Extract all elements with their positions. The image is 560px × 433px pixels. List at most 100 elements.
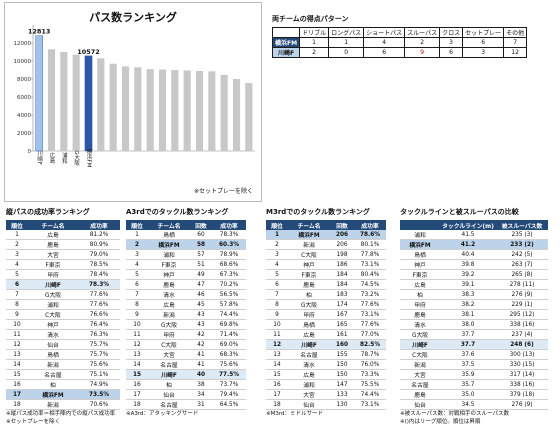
table-cell: 6: [6, 279, 28, 291]
table-col-header: 成功率: [212, 220, 246, 230]
table-row: 12 C大阪 42 69.0%: [126, 339, 246, 351]
table-cell: 15: [126, 369, 148, 381]
table-cell: 16: [266, 379, 288, 391]
table-cell: 68.6%: [212, 259, 246, 271]
table-cell: 46: [190, 289, 212, 301]
table-row: 9 甲府 167 73.1%: [266, 309, 386, 321]
bar-16: [220, 74, 228, 151]
table-cell: 2: [266, 239, 288, 251]
table-col-header: 順位: [126, 220, 148, 230]
pattern-col-header: ショートパス: [363, 27, 406, 38]
bar-9: [134, 67, 142, 151]
table-row: 名古屋 35.7 338 (16): [400, 379, 548, 391]
table-cell: 仙台: [288, 399, 330, 411]
table-cell: 18: [266, 399, 288, 411]
table-cell: 35.9: [440, 369, 496, 381]
table-cell: 7: [266, 289, 288, 301]
table-row: 1 横浜FM 206 78.6%: [266, 230, 386, 241]
table-row: 11 清水 76.3%: [6, 329, 120, 341]
table-cell: 81.2%: [78, 230, 120, 241]
table-cell: 9: [126, 309, 148, 321]
table-row: 15 名古屋 75.1%: [6, 369, 120, 381]
table-cell: 74.9%: [78, 379, 120, 391]
table-cell: 248 (6): [496, 339, 548, 351]
pattern-cell: 12: [503, 47, 528, 58]
table-cell: 2: [6, 239, 28, 251]
table-cell: 清水: [28, 329, 78, 341]
table-cell: 大宮: [148, 349, 190, 361]
table-cell: 73.7%: [212, 379, 246, 391]
table-cell: 鹿島: [400, 309, 440, 321]
table-cell: 49: [190, 269, 212, 281]
table-cell: 37.5: [440, 359, 496, 371]
table-col-header: チーム名: [288, 220, 330, 230]
table-cell: 10: [266, 319, 288, 331]
table-cell: 73.3%: [354, 369, 386, 381]
table-row: 新潟 37.5 330 (15): [400, 359, 548, 371]
table-col-header: 回数: [330, 220, 354, 230]
table-row: 9 C大阪 76.6%: [6, 309, 120, 321]
pattern-row: 横浜FM 1 1 4 2 3 6 7: [271, 37, 528, 48]
table-cell: 清水: [400, 319, 440, 331]
table-cell: 甲府: [148, 329, 190, 341]
table-cell: 浦和: [288, 379, 330, 391]
table-cell: 広島: [288, 329, 330, 341]
table-cell: 38.1: [440, 309, 496, 321]
table-cell: 14: [6, 359, 28, 371]
table-cell: 42: [190, 339, 212, 351]
table-cell: 78.4%: [78, 269, 120, 281]
table-cell: 78.3%: [78, 279, 120, 291]
table-cell: 川崎F: [288, 339, 330, 351]
table-cell: 3: [126, 249, 148, 261]
vertical-pass-table: 順位 チーム名 成功率 1 広島 81.2% 2 鹿島 80.9% 3 大宮 79.0% 4 F東京 78.…: [6, 220, 120, 411]
table-cell: 1: [266, 230, 288, 241]
table-row: 鳥栖 40.4 242 (5): [400, 249, 548, 261]
table-row: 川崎F 37.7 248 (6): [400, 339, 548, 351]
pattern-team-name: 川崎F: [271, 47, 301, 58]
table-cell: 名古屋: [28, 369, 78, 381]
table-cell: 71.4%: [212, 329, 246, 341]
table-cell: 1: [126, 230, 148, 241]
table-cell: 新潟: [28, 399, 78, 411]
table-cell: 37.7: [440, 339, 496, 351]
table-cell: 75.7%: [78, 339, 120, 351]
x-tick-label: 横浜FM: [86, 147, 93, 167]
table-row: 13 鳥栖 75.7%: [6, 349, 120, 361]
pattern-cell: 0: [328, 47, 365, 58]
table-cell: 大宮: [288, 389, 330, 401]
table-cell: 41.2: [440, 239, 496, 251]
table-cell: 大宮: [400, 369, 440, 381]
table-cell: 11: [266, 329, 288, 341]
pattern-col-header: スルーパス: [404, 27, 441, 38]
table-cell: 64.5%: [212, 399, 246, 411]
table-row: 7 清水 46 56.5%: [126, 289, 246, 301]
table-cell: 鳥栖: [400, 249, 440, 261]
table-cell: 278 (11): [496, 279, 548, 291]
table-cell: 名古屋: [148, 359, 190, 371]
vertical-pass-block: 縦パスの成功率ランキング 順位 チーム名 成功率 1 広島 81.2% 2 鹿島 80.9% 3 大…: [6, 207, 120, 426]
table-cell: 31: [190, 399, 212, 411]
bar-8: [121, 66, 130, 151]
table-cell: 柏: [148, 379, 190, 391]
table-cell: 新潟: [148, 309, 190, 321]
table-row: 18 仙台 130 73.1%: [266, 399, 386, 411]
table-cell: 233 (2): [496, 239, 548, 251]
table-col-header: 順位: [6, 220, 28, 230]
table-cell: 237 (4): [496, 329, 548, 341]
table-note: ※縦パス成功率＝相手陣内での縦パス成功率: [6, 411, 116, 418]
table-cell: 34: [190, 389, 212, 401]
table-row: 大宮 35.9 317 (14): [400, 369, 548, 381]
table-cell: 17: [126, 389, 148, 401]
table-cell: 77.0%: [354, 329, 386, 341]
table-row: 1 鳥栖 60 78.3%: [126, 230, 246, 241]
table-cell: 73.5%: [78, 389, 120, 401]
table-cell: 76.6%: [78, 309, 120, 321]
table-cell: 150: [330, 359, 354, 371]
table-cell: 17: [6, 389, 28, 401]
data-label: 12813: [28, 28, 51, 36]
table-cell: 18: [6, 399, 28, 411]
table-cell: 75.6%: [212, 359, 246, 371]
pattern-cell: 2: [404, 37, 441, 48]
table-cell: 78.7%: [354, 349, 386, 361]
table-cell: 70.2%: [212, 279, 246, 291]
